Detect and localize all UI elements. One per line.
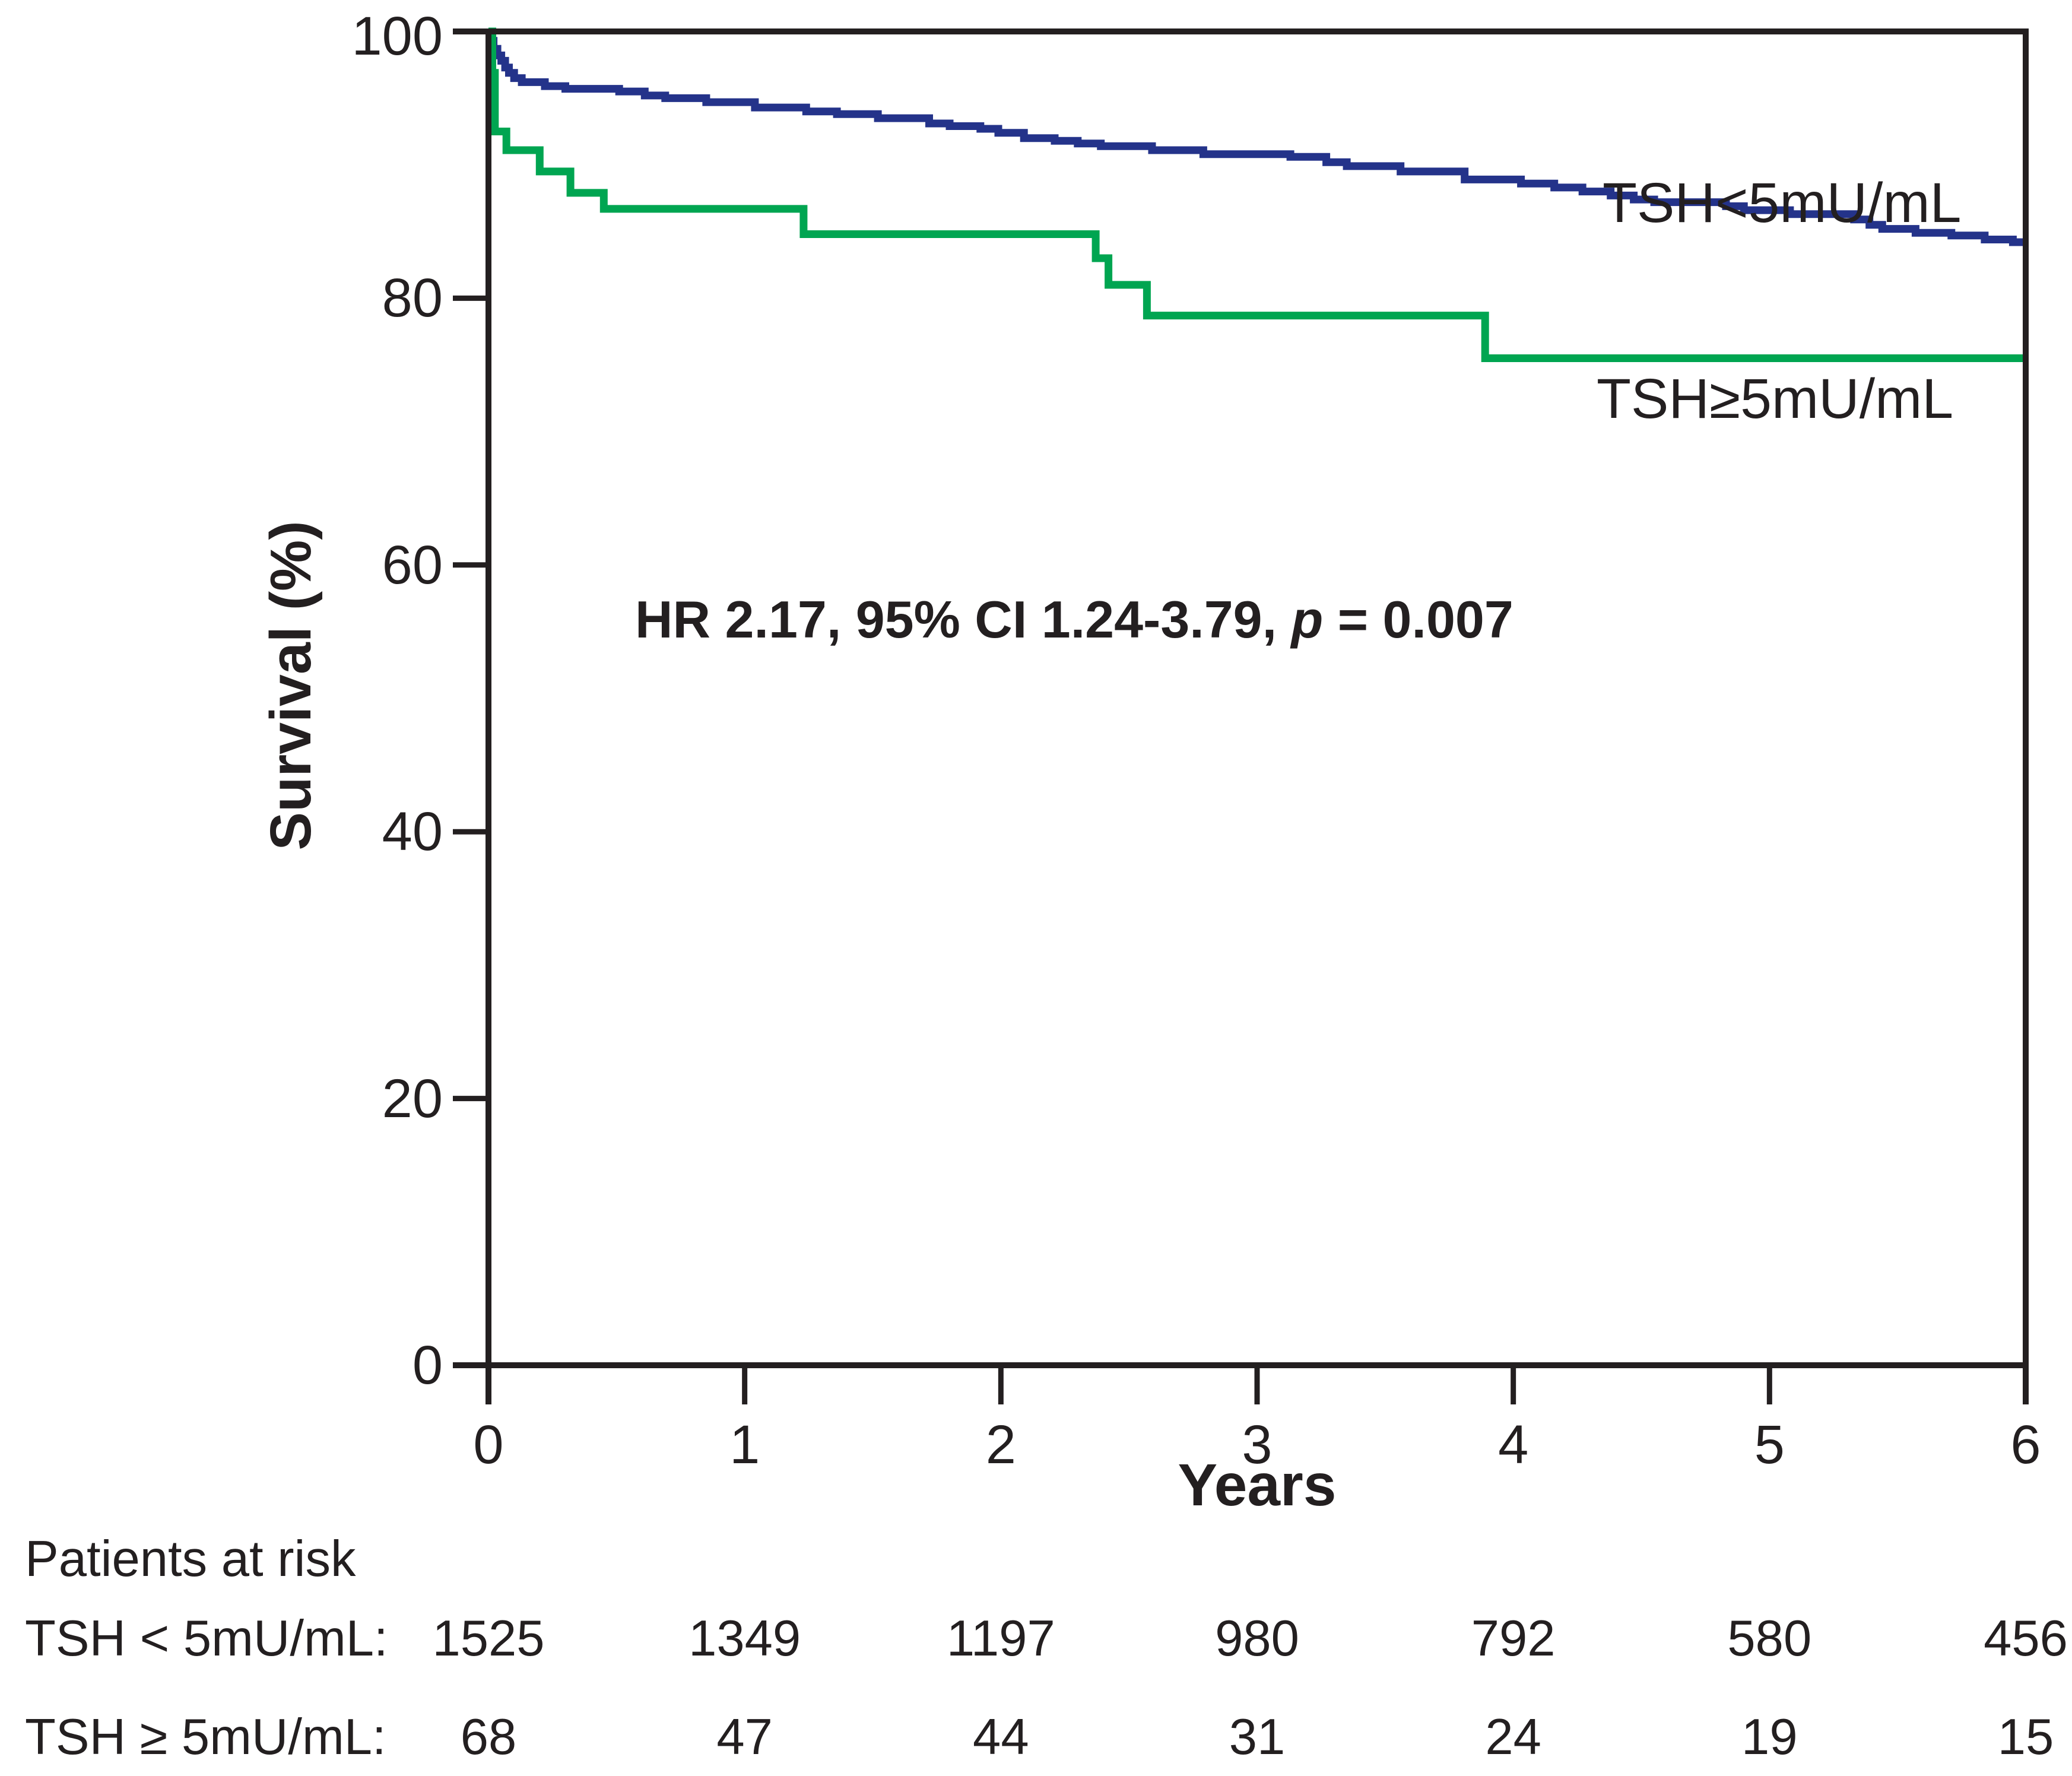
risk-count-row1-year5: 580	[1727, 1610, 1812, 1667]
x-tick-label-4: 4	[1498, 1415, 1529, 1475]
risk-count-row2-year1: 47	[716, 1709, 773, 1765]
x-tick-label-3: 3	[1242, 1415, 1273, 1475]
risk-count-row1-year3: 980	[1215, 1610, 1299, 1667]
risk-count-row1-year0: 1525	[432, 1610, 545, 1667]
x-tick-label-0: 0	[473, 1415, 504, 1475]
x-tick-label-6: 6	[2010, 1415, 2041, 1475]
series-label-tsh-lt5: TSH<5mU/mL	[1603, 172, 1962, 234]
risk-count-row1-year1: 1349	[688, 1610, 801, 1667]
hr-annotation: HR 2.17, 95% CI 1.24-3.79, p = 0.007	[635, 594, 1513, 646]
series-label-tsh-ge5: TSH≥5mU/mL	[1597, 367, 1954, 430]
risk-row-label-lt5: TSH < 5mU/mL:	[25, 1610, 388, 1667]
y-tick-label-100: 100	[351, 6, 443, 66]
hr-annotation-suffix: = 0.007	[1323, 590, 1513, 649]
y-tick-label-20: 20	[382, 1068, 443, 1129]
risk-count-row2-year4: 24	[1485, 1709, 1541, 1765]
x-tick-label-5: 5	[1754, 1415, 1785, 1475]
km-curve-tsh-ge5	[488, 27, 2026, 362]
y-tick-label-80: 80	[382, 268, 443, 329]
risk-count-row1-year6: 456	[1984, 1610, 2068, 1667]
risk-count-row1-year4: 792	[1471, 1610, 1556, 1667]
risk-count-row2-year3: 31	[1229, 1709, 1286, 1765]
hr-annotation-prefix: HR 2.17, 95% CI 1.24-3.79,	[635, 590, 1292, 649]
x-tick-label-2: 2	[985, 1415, 1016, 1475]
km-curve-tsh-lt5	[487, 27, 2026, 246]
risk-count-row2-year0: 68	[460, 1709, 517, 1765]
risk-row-label-ge5: TSH ≥ 5mU/mL:	[25, 1709, 386, 1765]
x-axis-title: Years	[1178, 1452, 1337, 1518]
hr-annotation-p: p	[1291, 590, 1324, 649]
risk-count-row1-year2: 1197	[946, 1610, 1055, 1667]
x-tick-label-1: 1	[729, 1415, 760, 1475]
y-tick-label-0: 0	[412, 1335, 443, 1396]
y-tick-label-40: 40	[382, 801, 443, 862]
risk-table-title: Patients at risk	[25, 1531, 356, 1587]
risk-count-row2-year5: 19	[1741, 1709, 1798, 1765]
y-tick-label-60: 60	[382, 534, 443, 595]
risk-count-row2-year2: 44	[973, 1709, 1029, 1765]
risk-count-row2-year6: 15	[1997, 1709, 2054, 1765]
